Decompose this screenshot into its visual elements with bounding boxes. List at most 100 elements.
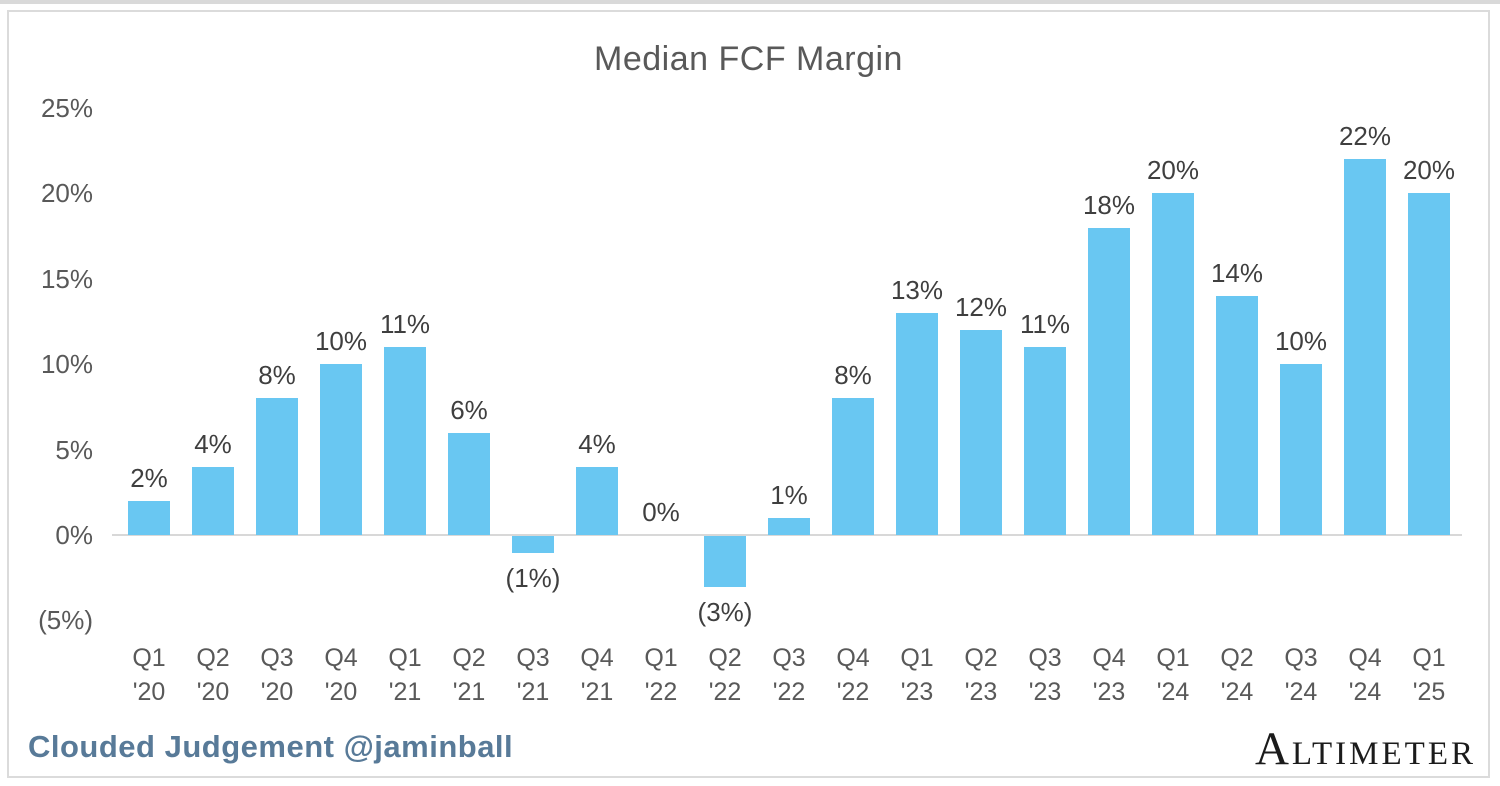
x-axis-label: Q2'22	[708, 641, 741, 709]
y-axis-tick: 20%	[40, 178, 93, 209]
x-axis-label-year: '24	[1284, 678, 1318, 706]
x-axis-label-year: '20	[132, 678, 166, 706]
x-axis-label-year: '22	[836, 678, 870, 706]
y-axis-tick: 0%	[55, 520, 93, 550]
x-axis-label-quarter: Q2	[1220, 644, 1254, 672]
bar	[1024, 347, 1066, 535]
x-axis-label: Q4'20	[324, 641, 357, 709]
x-axis-label-year: '22	[708, 678, 742, 706]
bar	[1344, 159, 1386, 535]
x-axis-label: Q1'24	[1156, 641, 1189, 709]
x-axis-label-quarter: Q2	[196, 644, 230, 672]
bar	[1216, 295, 1258, 535]
bar-value-label: (1%)	[505, 563, 561, 594]
x-axis-label-quarter: Q1	[900, 644, 934, 672]
x-axis-label-quarter: Q1	[1156, 644, 1190, 672]
x-axis-label-quarter: Q2	[452, 644, 486, 672]
x-axis-label: Q1'25	[1412, 641, 1445, 709]
bar	[1408, 193, 1450, 535]
y-axis-tick: 10%	[40, 349, 93, 380]
x-axis-label: Q3'21	[516, 641, 549, 709]
x-axis-label-quarter: Q4	[1348, 644, 1382, 672]
bar	[576, 466, 618, 535]
x-axis-label: Q2'24	[1220, 641, 1253, 709]
y-axis-tick: 5%	[55, 434, 93, 465]
bar-value-label: 13%	[890, 274, 944, 305]
x-axis-label: Q4'24	[1348, 641, 1381, 709]
bar-value-label: 14%	[1210, 257, 1264, 288]
x-axis-label-year: '22	[772, 678, 806, 706]
x-axis-label: Q3'20	[260, 641, 293, 709]
bar-value-label: 2%	[130, 462, 168, 493]
credit-watermark: Clouded Judgement @jaminball	[28, 729, 514, 764]
bar	[832, 398, 874, 535]
x-axis-label: Q1'23	[900, 641, 933, 709]
bar-value-label: 0%	[642, 497, 680, 527]
x-axis-label-quarter: Q2	[708, 644, 742, 672]
x-axis-label: Q1'20	[132, 641, 165, 709]
bar	[128, 500, 170, 535]
y-axis-tick: (5%)	[38, 605, 93, 636]
x-axis-label-year: '21	[388, 678, 422, 706]
x-axis-label-year: '21	[452, 678, 486, 706]
x-axis-label: Q2'21	[452, 641, 485, 709]
x-axis-label-quarter: Q1	[388, 644, 422, 672]
x-axis-label-quarter: Q1	[132, 644, 166, 672]
x-axis-label-quarter: Q4	[324, 644, 358, 672]
bar-value-label: 1%	[770, 479, 808, 510]
x-axis-label-year: '20	[324, 678, 358, 706]
bar-value-label: 12%	[954, 292, 1008, 323]
bar	[1152, 193, 1194, 535]
bar-value-label: (3%)	[697, 597, 753, 628]
bar-value-label: 20%	[1146, 155, 1200, 186]
bar	[704, 536, 746, 588]
bar-value-label: 8%	[258, 360, 296, 391]
bar	[768, 517, 810, 535]
x-axis-label-quarter: Q4	[1092, 644, 1126, 672]
x-axis-label: Q2'20	[196, 641, 229, 709]
x-axis-label: Q1'22	[644, 641, 677, 709]
x-axis-label-quarter: Q4	[580, 644, 614, 672]
bar-value-label: 22%	[1338, 121, 1392, 152]
x-axis-label: Q2'23	[964, 641, 997, 709]
x-axis-label-year: '24	[1220, 678, 1254, 706]
x-axis-label: Q1'21	[388, 641, 421, 709]
x-axis-label-year: '23	[1028, 678, 1062, 706]
x-axis-label-quarter: Q3	[1028, 644, 1062, 672]
x-axis-label: Q3'24	[1284, 641, 1317, 709]
x-axis-label-year: '20	[260, 678, 294, 706]
y-axis-tick: 15%	[40, 263, 93, 294]
x-axis-label-quarter: Q3	[516, 644, 550, 672]
bar	[320, 364, 362, 535]
x-axis-label-quarter: Q1	[1412, 644, 1446, 672]
bar-value-label: 20%	[1402, 155, 1456, 186]
x-axis-label: Q4'23	[1092, 641, 1125, 709]
bar	[960, 330, 1002, 535]
bar	[256, 398, 298, 535]
x-axis-label-year: '20	[196, 678, 230, 706]
bar-value-label: 10%	[314, 326, 368, 357]
bar-value-label: 18%	[1082, 189, 1136, 220]
bar-value-label: 8%	[834, 360, 872, 391]
x-axis-label-quarter: Q4	[836, 644, 870, 672]
window-top-edge	[0, 0, 1500, 4]
x-axis-label-year: '24	[1348, 678, 1382, 706]
x-axis-label-quarter: Q3	[1284, 644, 1318, 672]
bar	[512, 536, 554, 554]
x-axis-label-year: '25	[1412, 678, 1446, 706]
bar	[1088, 227, 1130, 535]
bar-value-label: 6%	[450, 394, 488, 425]
x-axis-label: Q3'23	[1028, 641, 1061, 709]
chart-title: Median FCF Margin	[594, 40, 903, 78]
bar-value-label: 11%	[1019, 309, 1071, 340]
bar	[896, 312, 938, 535]
x-axis-label-year: '23	[900, 678, 934, 706]
bar-value-label: 10%	[1274, 326, 1328, 357]
x-axis-label-quarter: Q3	[772, 644, 806, 672]
x-axis-label-year: '21	[580, 678, 614, 706]
x-axis-label-quarter: Q3	[260, 644, 294, 672]
y-axis-tick: 25%	[40, 93, 93, 123]
x-axis-label-year: '24	[1156, 678, 1190, 706]
bar	[192, 466, 234, 535]
x-axis-label-year: '23	[964, 678, 998, 706]
